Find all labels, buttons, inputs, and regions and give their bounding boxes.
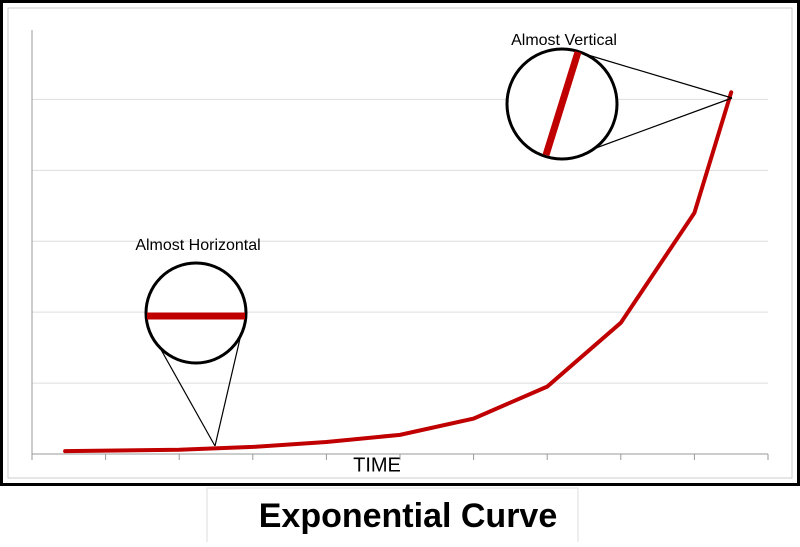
annotation: Almost Horizontal bbox=[135, 237, 260, 254]
chart-title: Exponential Curve bbox=[259, 497, 558, 535]
plot-frame bbox=[7, 7, 793, 479]
magnifier-vertical bbox=[505, 47, 733, 161]
x-axis-label: TIME bbox=[353, 454, 401, 476]
pointer-line bbox=[214, 329, 243, 447]
title-box bbox=[206, 487, 579, 545]
annotation: Almost Vertical bbox=[511, 32, 617, 49]
curve bbox=[63, 90, 734, 454]
pointer-line bbox=[584, 97, 733, 153]
magnifier-horizontal bbox=[144, 261, 248, 447]
x-ticks bbox=[31, 454, 769, 460]
magnified-line bbox=[542, 50, 582, 157]
pointer-line bbox=[577, 51, 733, 99]
chart-frame bbox=[0, 0, 800, 486]
